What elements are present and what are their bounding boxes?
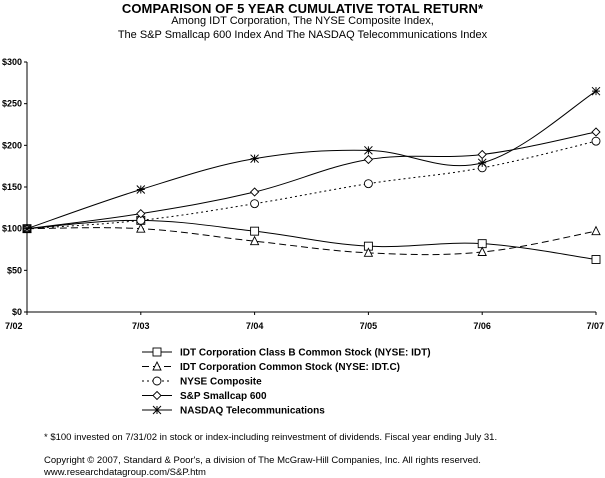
legend-label: IDT Corporation Common Stock (NYSE: IDT.… <box>180 362 400 373</box>
x-tick-label: 7/07 <box>586 321 604 331</box>
data-point-asterisk <box>22 224 32 234</box>
y-tick-label: $200 <box>2 140 22 150</box>
legend-item: IDT Corporation Common Stock (NYSE: IDT.… <box>142 360 400 373</box>
y-tick-label: $150 <box>2 182 22 192</box>
x-tick-label: 7/04 <box>246 321 264 331</box>
chart-title: COMPARISON OF 5 YEAR CUMULATIVE TOTAL RE… <box>121 1 484 16</box>
series-triangle <box>22 223 601 257</box>
data-point-diamond <box>363 154 374 165</box>
data-point-triangle <box>363 247 374 257</box>
chart-subtitle-line1: Among IDT Corporation, The NYSE Composit… <box>171 15 434 27</box>
y-tick-label: $250 <box>2 99 22 109</box>
data-point-diamond <box>477 149 487 160</box>
legend-marker-asterisk <box>152 405 162 415</box>
x-tick-label: 7/05 <box>360 321 378 331</box>
series-line <box>26 227 597 256</box>
legend-label: NYSE Composite <box>180 377 262 388</box>
data-point-square <box>591 255 601 264</box>
x-tick-label: 7/03 <box>132 321 150 331</box>
footnote-url: www.researchdatagroup.com/S&P.htm <box>44 467 206 478</box>
legend-marker-square <box>152 347 162 357</box>
series-line <box>26 219 597 260</box>
footnote-copyright: Copyright © 2007, Standard & Poor's, a d… <box>44 455 481 466</box>
series-circle <box>22 136 601 234</box>
data-point-triangle <box>136 223 146 233</box>
data-point-square <box>477 239 487 249</box>
data-point-circle <box>363 179 373 189</box>
data-point-diamond <box>249 187 260 197</box>
series-diamond <box>22 127 601 234</box>
legend-item: IDT Corporation Class B Common Stock (NY… <box>142 348 431 359</box>
y-tick-label: $100 <box>2 224 22 234</box>
chart-legend: IDT Corporation Class B Common Stock (NY… <box>142 348 431 417</box>
series-line <box>26 131 597 230</box>
x-tick-label: 7/02 <box>5 321 23 331</box>
y-tick-label: $300 <box>2 57 22 67</box>
series-asterisk <box>22 86 601 234</box>
data-point-asterisk <box>364 145 373 155</box>
chart-series <box>22 86 601 264</box>
data-point-circle <box>591 136 601 146</box>
data-point-asterisk <box>250 154 259 164</box>
legend-item: NYSE Composite <box>142 377 262 388</box>
data-point-square <box>250 226 260 236</box>
legend-item: S&P Smallcap 600 <box>142 390 267 402</box>
y-tick-label: $0 <box>12 307 22 317</box>
data-point-asterisk <box>477 158 487 168</box>
legend-item: NASDAQ Telecommunications <box>142 406 325 417</box>
y-tick-label: $50 <box>7 265 22 275</box>
series-line <box>26 140 597 230</box>
series-line <box>26 90 597 230</box>
data-point-triangle <box>249 235 260 246</box>
line-chart: $0 $50 $100 $150 $200 $250 $300 7/02 7/03 7/04 7/0… <box>2 57 604 417</box>
data-point-diamond <box>591 127 601 137</box>
data-point-asterisk <box>591 86 601 96</box>
legend-label: IDT Corporation Class B Common Stock (NY… <box>180 348 431 359</box>
series-square <box>22 215 601 264</box>
footnote-investment: * $100 invested on 7/31/02 in stock or i… <box>44 432 498 443</box>
legend-marker-circle <box>152 376 162 386</box>
x-tick-label: 7/06 <box>473 321 491 331</box>
data-point-diamond <box>136 209 146 219</box>
legend-marker-triangle <box>152 360 162 371</box>
legend-label: S&P Smallcap 600 <box>180 391 267 402</box>
legend-label: NASDAQ Telecommunications <box>180 406 325 417</box>
data-point-triangle <box>591 225 601 236</box>
data-point-asterisk <box>136 185 146 194</box>
legend-marker-diamond <box>152 390 162 401</box>
data-point-triangle <box>477 246 487 256</box>
chart-axes: $0 $50 $100 $150 $200 $250 $300 7/02 7/03 7/04 7/0… <box>2 57 604 331</box>
data-point-circle <box>250 199 260 209</box>
chart-subtitle-line2: The S&P Smallcap 600 Index And The NASDA… <box>117 29 488 41</box>
